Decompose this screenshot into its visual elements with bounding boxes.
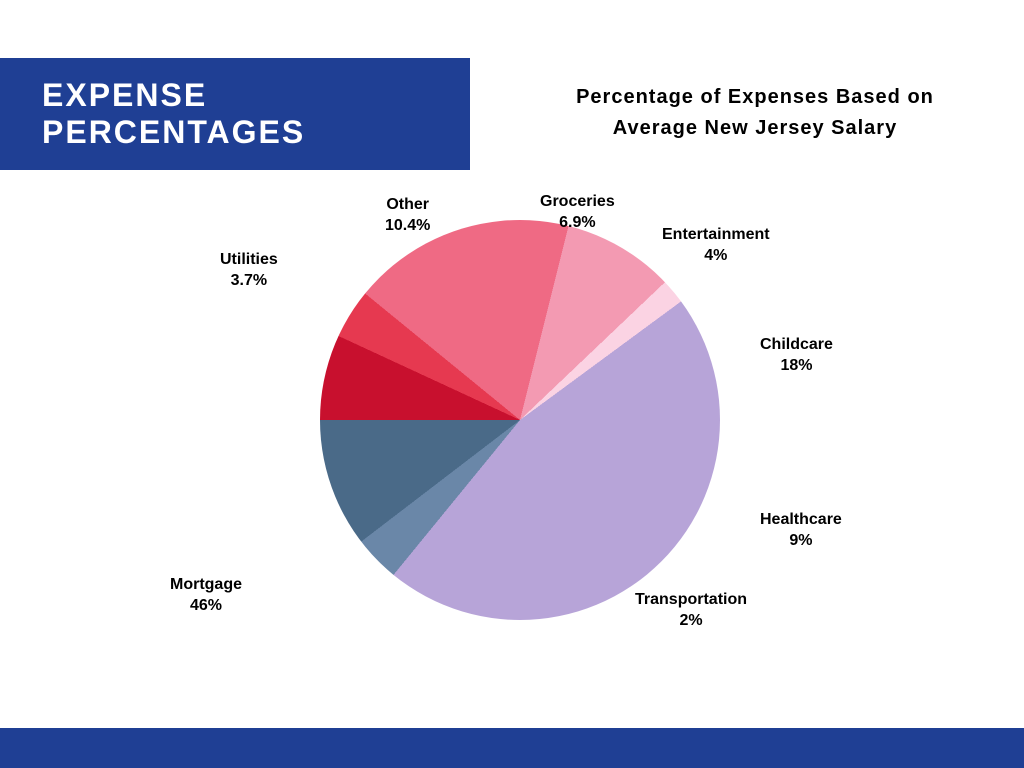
header-line2: PERCENTAGES bbox=[42, 114, 305, 150]
header-line1: EXPENSE bbox=[42, 77, 207, 113]
slice-label-utilities: Utilities3.7% bbox=[220, 250, 278, 292]
slice-name: Healthcare bbox=[760, 510, 842, 531]
slice-label-mortgage: Mortgage46% bbox=[170, 575, 242, 617]
slice-percent: 18% bbox=[760, 356, 833, 377]
slice-percent: 10.4% bbox=[385, 216, 430, 237]
slice-label-transportation: Transportation2% bbox=[635, 590, 747, 632]
slice-name: Other bbox=[385, 195, 430, 216]
slice-name: Transportation bbox=[635, 590, 747, 611]
slice-percent: 3.7% bbox=[220, 271, 278, 292]
slice-label-entertainment: Entertainment4% bbox=[662, 225, 770, 267]
slice-label-groceries: Groceries6.9% bbox=[540, 192, 615, 234]
header-title: EXPENSE PERCENTAGES bbox=[42, 77, 305, 151]
slice-name: Entertainment bbox=[662, 225, 770, 246]
slice-percent: 9% bbox=[760, 531, 842, 552]
slice-label-healthcare: Healthcare9% bbox=[760, 510, 842, 552]
slice-percent: 4% bbox=[662, 246, 770, 267]
slice-name: Utilities bbox=[220, 250, 278, 271]
chart-title: Percentage of Expenses Based on Average … bbox=[540, 82, 970, 144]
slice-name: Mortgage bbox=[170, 575, 242, 596]
header-banner: EXPENSE PERCENTAGES bbox=[0, 58, 470, 170]
slice-percent: 6.9% bbox=[540, 213, 615, 234]
slice-percent: 2% bbox=[635, 611, 747, 632]
slice-name: Childcare bbox=[760, 335, 833, 356]
slice-percent: 46% bbox=[170, 596, 242, 617]
slice-label-childcare: Childcare18% bbox=[760, 335, 833, 377]
slice-label-other: Other10.4% bbox=[385, 195, 430, 237]
pie-graphic bbox=[320, 220, 720, 620]
bottom-band bbox=[0, 728, 1024, 768]
slice-name: Groceries bbox=[540, 192, 615, 213]
pie-chart bbox=[320, 220, 720, 620]
